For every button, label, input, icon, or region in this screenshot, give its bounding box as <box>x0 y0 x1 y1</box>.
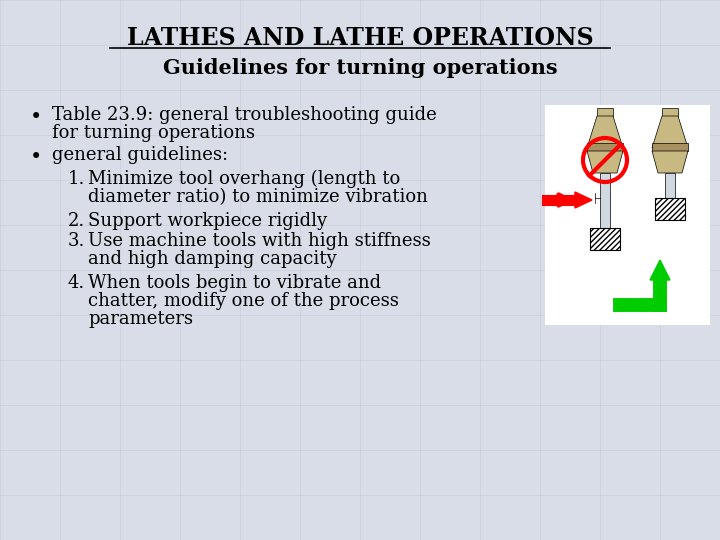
Text: 4.: 4. <box>68 274 85 292</box>
Text: chatter, modify one of the process: chatter, modify one of the process <box>88 292 399 310</box>
FancyBboxPatch shape <box>545 105 710 325</box>
Text: for turning operations: for turning operations <box>52 124 255 142</box>
FancyBboxPatch shape <box>587 143 623 151</box>
Text: parameters: parameters <box>88 310 193 328</box>
FancyBboxPatch shape <box>665 173 675 198</box>
Text: LATHES AND LATHE OPERATIONS: LATHES AND LATHE OPERATIONS <box>127 26 593 50</box>
Text: and high damping capacity: and high damping capacity <box>88 250 337 268</box>
Text: When tools begin to vibrate and: When tools begin to vibrate and <box>88 274 381 292</box>
Polygon shape <box>652 151 688 173</box>
FancyBboxPatch shape <box>652 143 688 151</box>
Polygon shape <box>587 151 623 173</box>
Polygon shape <box>587 116 623 148</box>
Text: Table 23.9: general troubleshooting guide: Table 23.9: general troubleshooting guid… <box>52 106 437 124</box>
Text: 1.: 1. <box>68 170 86 188</box>
Polygon shape <box>652 116 688 148</box>
FancyBboxPatch shape <box>662 108 678 116</box>
Text: •: • <box>30 148 42 167</box>
Text: diameter ratio) to minimize vibration: diameter ratio) to minimize vibration <box>88 188 428 206</box>
Polygon shape <box>575 192 592 208</box>
Text: Minimize tool overhang (length to: Minimize tool overhang (length to <box>88 170 400 188</box>
Text: 3.: 3. <box>68 232 86 250</box>
FancyBboxPatch shape <box>590 228 620 250</box>
Text: Support workpiece rigidly: Support workpiece rigidly <box>88 212 327 230</box>
Text: Guidelines for turning operations: Guidelines for turning operations <box>163 58 557 78</box>
FancyBboxPatch shape <box>597 108 613 116</box>
Text: 2.: 2. <box>68 212 85 230</box>
Text: Use machine tools with high stiffness: Use machine tools with high stiffness <box>88 232 431 250</box>
Polygon shape <box>650 260 670 280</box>
Text: •: • <box>30 108 42 127</box>
FancyBboxPatch shape <box>600 173 610 228</box>
Text: general guidelines:: general guidelines: <box>52 146 228 164</box>
FancyBboxPatch shape <box>655 198 685 220</box>
